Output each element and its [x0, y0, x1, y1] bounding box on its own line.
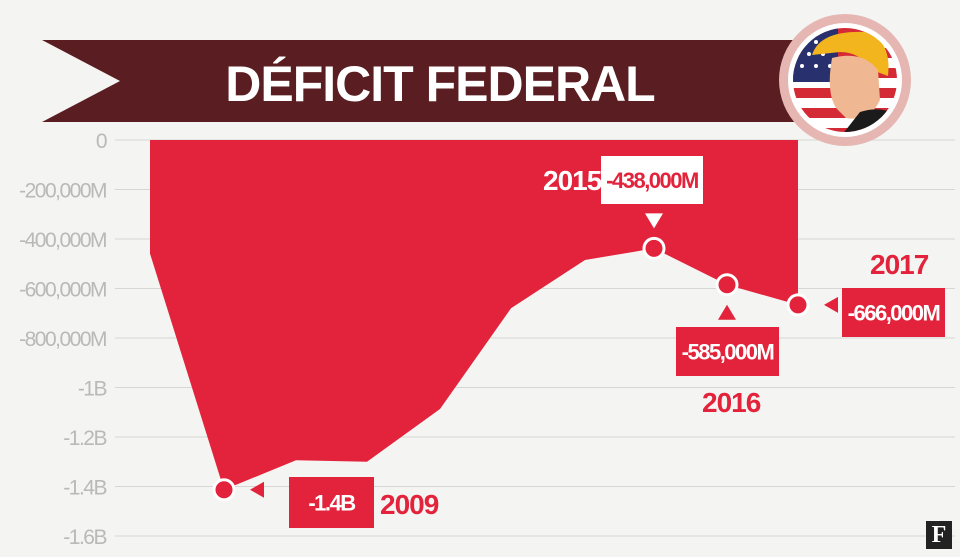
chart-title: DÉFICIT FEDERAL	[225, 56, 654, 112]
value-label-2015: -438,000M	[606, 168, 698, 193]
y-tick-label-8: -1.6B	[63, 526, 106, 549]
value-label-2016: -585,000M	[682, 340, 774, 365]
year-label-2016: 2016	[702, 387, 761, 418]
y-tick-label-6: -1.2B	[63, 427, 106, 450]
pointer-triangle-2017	[824, 296, 838, 313]
brand-logo: F	[926, 521, 952, 549]
title-banner: DÉFICIT FEDERAL	[42, 40, 800, 122]
y-tick-label-0: 0	[96, 130, 107, 153]
president-portrait-icon	[779, 14, 911, 146]
point-marker-2016	[715, 273, 739, 297]
point-marker-2009	[212, 478, 236, 502]
value-box-2015	[601, 156, 703, 204]
value-label-2017: -666,000M	[848, 301, 940, 326]
value-box-2016	[676, 327, 779, 376]
y-tick-label-3: -600,000M	[19, 279, 106, 302]
pointer-triangle-2009	[250, 481, 264, 498]
year-label-2009: 2009	[380, 489, 439, 520]
point-marker-2015	[642, 236, 666, 260]
pointer-triangle-2015	[645, 213, 663, 229]
y-tick-label-7: -1.4B	[63, 477, 106, 500]
pointer-triangle-2016	[718, 304, 736, 320]
value-box-2009	[289, 477, 374, 528]
y-axis-ticks: 0 -200,000M -400,000M -600,000M -800,000M -1B…	[19, 130, 108, 549]
point-marker-2017	[786, 293, 810, 317]
value-label-2009: -1.4B	[308, 491, 355, 516]
y-tick-label-4: -800,000M	[19, 328, 106, 351]
value-box-2017	[842, 288, 945, 337]
y-tick-label-5: -1B	[78, 378, 107, 401]
year-label-2017: 2017	[870, 249, 929, 280]
deficit-area	[150, 140, 798, 490]
y-tick-label-2: -400,000M	[19, 229, 106, 252]
y-tick-label-1: -200,000M	[19, 180, 106, 203]
year-label-2015: 2015	[543, 165, 602, 196]
